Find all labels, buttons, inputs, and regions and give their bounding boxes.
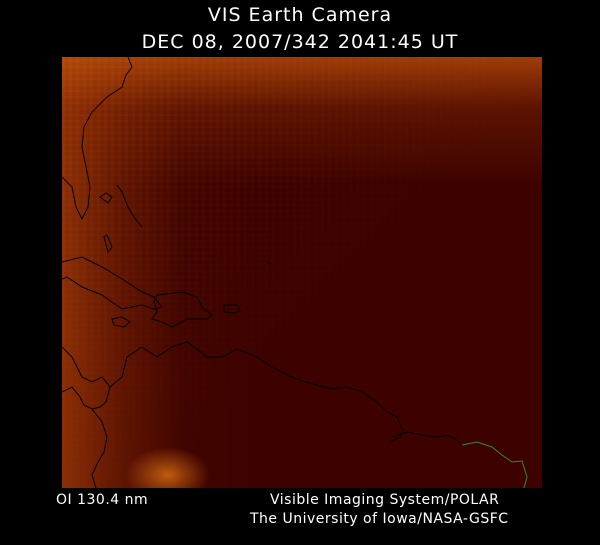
earth-camera-image	[62, 57, 542, 488]
credit-label: The University of Iowa/NASA-GSFC	[250, 511, 509, 527]
noise-texture	[62, 57, 542, 488]
instrument-label: Visible Imaging System/POLAR	[270, 492, 500, 508]
airglow-layer	[62, 57, 542, 488]
coastline-overlay	[62, 57, 528, 488]
wavelength-label: OI 130.4 nm	[56, 492, 149, 508]
image-timestamp: DEC 08, 2007/342 2041:45 UT	[141, 31, 459, 53]
image-title: VIS Earth Camera	[207, 4, 393, 26]
